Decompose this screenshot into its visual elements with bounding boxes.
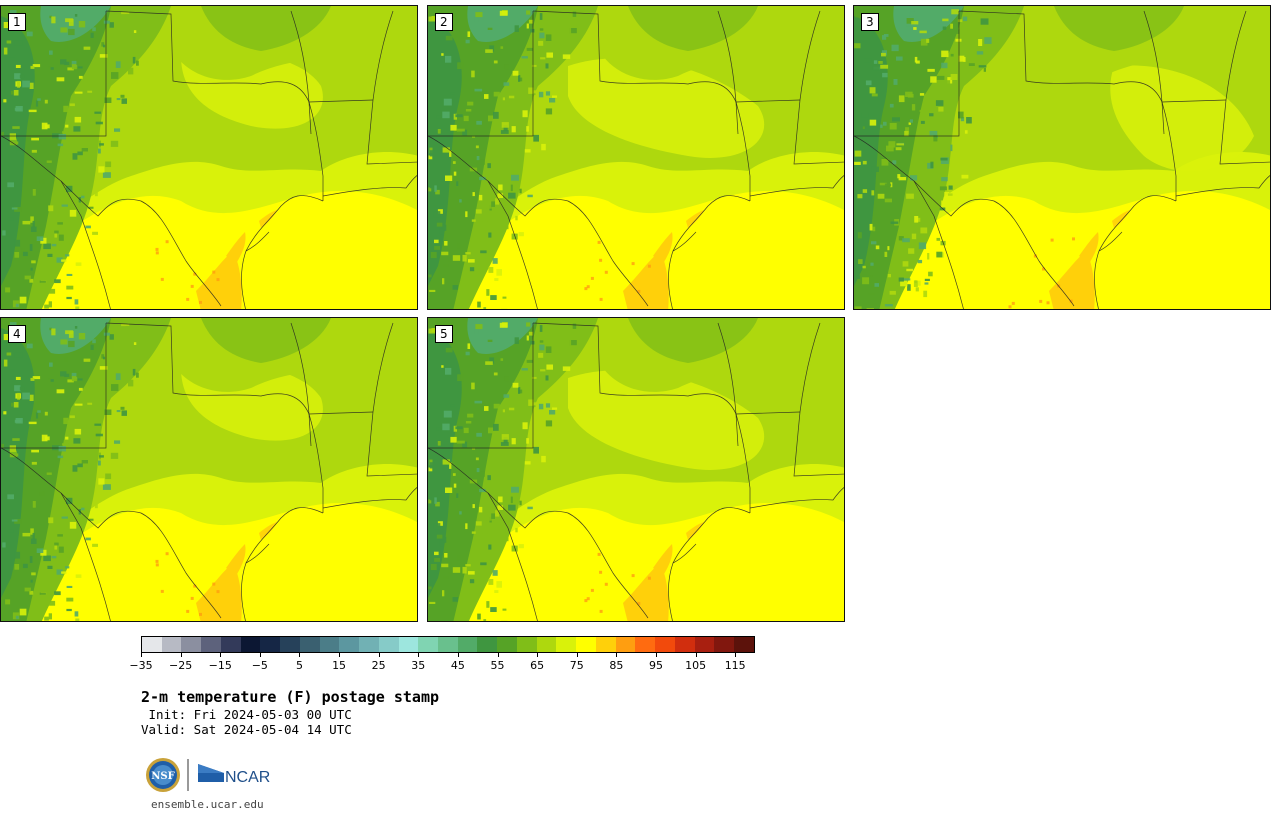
colorbar-tick-label: 55 <box>490 659 505 672</box>
colorbar-swatch <box>655 637 675 652</box>
colorbar-tick <box>576 653 578 657</box>
colorbar-tick <box>655 653 657 657</box>
colorbar-tick-label: 25 <box>371 659 386 672</box>
colorbar-swatch <box>595 637 616 652</box>
colorbar-swatch <box>438 637 458 652</box>
colorbar-tick-label: 95 <box>648 659 663 672</box>
colorbar-tick-label: 65 <box>530 659 545 672</box>
colorbar-swatch <box>497 637 517 652</box>
panel-number-label: 3 <box>861 13 879 31</box>
colorbar-tick-label: 75 <box>569 659 584 672</box>
colorbar-swatch <box>536 637 557 652</box>
colorbar-tick <box>537 653 539 657</box>
colorbar-tick <box>339 653 341 657</box>
colorbar-swatch <box>477 637 498 652</box>
colorbar-swatch <box>398 637 419 652</box>
colorbar-tick-label: 115 <box>724 659 746 672</box>
init-time: Init: Fri 2024-05-03 00 UTC <box>141 707 352 722</box>
colorbar-tick-label: 35 <box>411 659 426 672</box>
colorbar-swatch <box>516 637 537 652</box>
postage-stamp-panel: 4 <box>0 317 418 622</box>
colorbar-swatch <box>418 637 439 652</box>
postage-stamp-panel: 5 <box>427 317 845 622</box>
colorbar-swatch <box>576 637 596 652</box>
ncar-logo-icon: NCAR <box>198 764 270 786</box>
colorbar <box>141 636 755 653</box>
colorbar-swatch <box>339 637 360 652</box>
colorbar-swatch <box>201 637 221 652</box>
temperature-map <box>854 6 1270 309</box>
colorbar-tick <box>141 653 142 657</box>
colorbar-tick <box>735 653 737 657</box>
colorbar-tick-label: 45 <box>450 659 465 672</box>
panel-number-label: 4 <box>8 325 26 343</box>
colorbar-tick <box>180 653 182 657</box>
website-link[interactable]: ensemble.ucar.edu <box>151 798 264 811</box>
colorbar-swatch <box>280 637 300 652</box>
colorbar-tick <box>497 653 499 657</box>
colorbar-tick-label: −25 <box>169 659 193 672</box>
colorbar-swatch <box>674 637 695 652</box>
colorbar-swatch <box>319 637 340 652</box>
chart-title: 2-m temperature (F) postage stamp <box>141 688 440 706</box>
colorbar-swatch <box>142 637 162 652</box>
colorbar-swatch <box>734 637 754 652</box>
colorbar-tick-label: 105 <box>685 659 707 672</box>
nsf-ncar-logo: NSF NCAR <box>146 758 270 792</box>
colorbar-swatch <box>378 637 399 652</box>
colorbar-tick <box>220 653 222 657</box>
colorbar-tick-label: −15 <box>208 659 232 672</box>
colorbar-swatch <box>260 637 281 652</box>
colorbar-swatch <box>181 637 202 652</box>
temperature-map <box>1 6 417 309</box>
colorbar-swatch <box>299 637 320 652</box>
panel-number-label: 5 <box>435 325 453 343</box>
colorbar-tick-label: 5 <box>295 659 303 672</box>
colorbar-tick <box>616 653 618 657</box>
ncar-logo-text: NCAR <box>225 769 270 786</box>
colorbar-ticks: −35 −25 −15 −5 5 15 25 35 45 55 65 75 85 95 105 115 <box>129 653 755 673</box>
colorbar-tick <box>457 653 459 657</box>
valid-time: Valid: Sat 2024-05-04 14 UTC <box>141 722 352 737</box>
postage-stamp-panel: 1 <box>0 5 418 310</box>
temperature-map <box>1 318 417 621</box>
colorbar-swatch <box>457 637 478 652</box>
colorbar-tick <box>418 653 420 657</box>
postage-stamp-panel: 2 <box>427 5 845 310</box>
colorbar-tick-label: 85 <box>609 659 624 672</box>
colorbar-tick <box>259 653 261 657</box>
colorbar-tick <box>378 653 380 657</box>
colorbar-tick <box>299 653 301 657</box>
colorbar-tick-label: 15 <box>332 659 347 672</box>
colorbar-swatch <box>635 637 656 652</box>
colorbar-tick <box>695 653 697 657</box>
temperature-map <box>428 318 844 621</box>
postage-stamp-panel: 3 <box>853 5 1271 310</box>
colorbar-swatch <box>714 637 735 652</box>
colorbar-tick-label: −35 <box>129 659 153 672</box>
colorbar-tick-label: −5 <box>251 659 268 672</box>
colorbar-swatch <box>161 637 182 652</box>
nsf-logo-icon: NSF <box>146 758 180 792</box>
temperature-map <box>428 6 844 309</box>
colorbar-swatch <box>615 637 636 652</box>
colorbar-swatch <box>220 637 241 652</box>
colorbar-swatch <box>359 637 379 652</box>
panel-number-label: 2 <box>435 13 453 31</box>
nsf-logo-text: NSF <box>151 771 174 782</box>
colorbar-swatch <box>694 637 715 652</box>
panel-number-label: 1 <box>8 13 26 31</box>
colorbar-swatch <box>240 637 261 652</box>
colorbar-swatch <box>556 637 577 652</box>
